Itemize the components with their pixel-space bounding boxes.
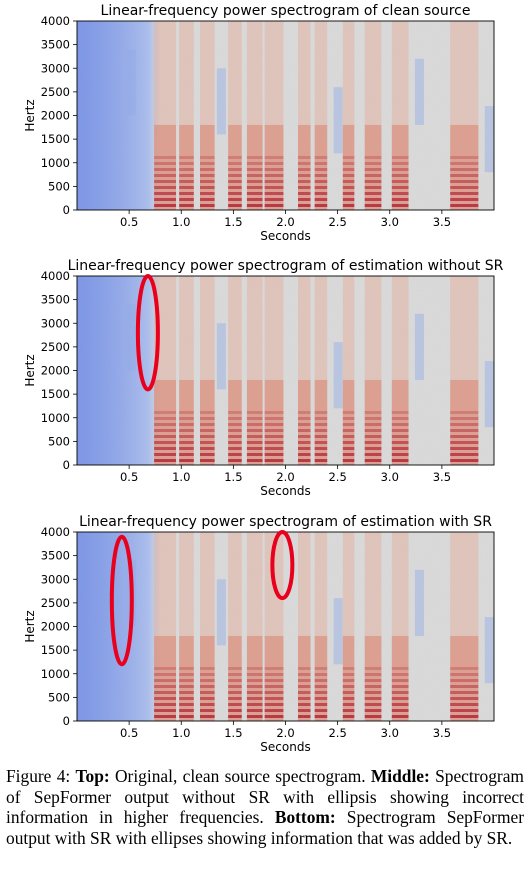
x-tick-label: 1.5 (224, 470, 242, 484)
x-tick-label: 2.0 (276, 726, 294, 740)
y-tick-label: 1500 (41, 387, 70, 401)
highlight-ellipse (135, 274, 160, 392)
y-axis-label: Hertz (23, 610, 37, 642)
y-tick-label: 4000 (41, 525, 70, 539)
y-tick-label: 3500 (41, 38, 70, 52)
y-tick-label: 2000 (41, 620, 70, 634)
y-axis-label: Hertz (23, 354, 37, 386)
x-axis-label: Seconds (260, 484, 310, 498)
x-tick-label: 1.0 (172, 726, 190, 740)
x-tick-label: 0.5 (120, 726, 138, 740)
x-tick-label: 3.5 (433, 215, 451, 229)
x-tick-label: 0.5 (120, 470, 138, 484)
y-tick-label: 1000 (41, 667, 70, 681)
panel-title: Linear-frequency power spectrogram of cl… (101, 3, 471, 19)
y-tick-label: 0 (63, 203, 70, 217)
y-tick-label: 0 (63, 458, 70, 472)
x-tick-label: 1.0 (172, 470, 190, 484)
y-tick-label: 3000 (41, 572, 70, 586)
x-tick-label: 2.5 (328, 470, 346, 484)
caption-bottom-head: Bottom: (274, 807, 336, 828)
y-tick-label: 2000 (41, 364, 70, 378)
spectrogram-figure: Linear-frequency power spectrogram of cl… (23, 3, 504, 754)
caption-middle-text: Spectrogram of SepFormer output without … (6, 766, 524, 828)
y-tick-label: 500 (48, 690, 70, 704)
x-axis-label: Seconds (260, 229, 310, 243)
y-tick-label: 2500 (41, 596, 70, 610)
spectrogram-panel: Linear-frequency power spectrogram of es… (23, 258, 504, 498)
highlight-ellipse (270, 530, 295, 601)
y-tick-label: 3500 (41, 549, 70, 563)
y-tick-label: 1500 (41, 132, 70, 146)
caption-top-text: Original, clean source spectrogram. (115, 766, 366, 786)
x-tick-label: 3.0 (381, 215, 399, 229)
y-tick-label: 2000 (41, 109, 70, 123)
y-axis-label: Hertz (23, 99, 37, 131)
x-tick-label: 2.5 (328, 215, 346, 229)
y-tick-label: 3000 (41, 61, 70, 75)
caption-label: Figure 4: (6, 766, 71, 786)
y-tick-label: 1000 (41, 156, 70, 170)
y-tick-label: 500 (48, 179, 70, 193)
x-tick-label: 3.5 (433, 470, 451, 484)
y-tick-label: 1000 (41, 411, 70, 425)
highlight-ellipse (109, 534, 134, 667)
panel-title: Linear-frequency power spectrogram of es… (79, 514, 492, 530)
caption-top-head: Top: (75, 766, 110, 786)
x-tick-label: 2.5 (328, 726, 346, 740)
spectrogram-panel: Linear-frequency power spectrogram of cl… (23, 3, 495, 243)
x-tick-label: 0.5 (120, 215, 138, 229)
spectrogram-panel: Linear-frequency power spectrogram of es… (23, 514, 495, 754)
y-tick-label: 4000 (41, 14, 70, 28)
caption-bottom-text: Spectrogram SepFormer output with SR wit… (6, 807, 524, 848)
caption-middle-head: Middle: (370, 766, 430, 786)
y-tick-label: 0 (63, 714, 70, 728)
y-tick-label: 3000 (41, 316, 70, 330)
y-tick-label: 2500 (41, 85, 70, 99)
x-tick-label: 1.0 (172, 215, 190, 229)
figure-caption: Figure 4: Top: Original, clean source sp… (6, 766, 524, 848)
y-tick-label: 3500 (41, 293, 70, 307)
y-tick-label: 4000 (41, 269, 70, 283)
x-tick-label: 1.5 (224, 726, 242, 740)
y-tick-label: 1500 (41, 643, 70, 657)
x-tick-label: 1.5 (224, 215, 242, 229)
x-tick-label: 2.0 (276, 470, 294, 484)
y-tick-label: 500 (48, 434, 70, 448)
x-tick-label: 3.5 (433, 726, 451, 740)
x-axis-label: Seconds (260, 740, 310, 754)
x-tick-label: 3.0 (381, 726, 399, 740)
panel-title: Linear-frequency power spectrogram of es… (68, 258, 504, 274)
y-tick-label: 2500 (41, 340, 70, 354)
x-tick-label: 2.0 (276, 215, 294, 229)
x-tick-label: 3.0 (381, 470, 399, 484)
